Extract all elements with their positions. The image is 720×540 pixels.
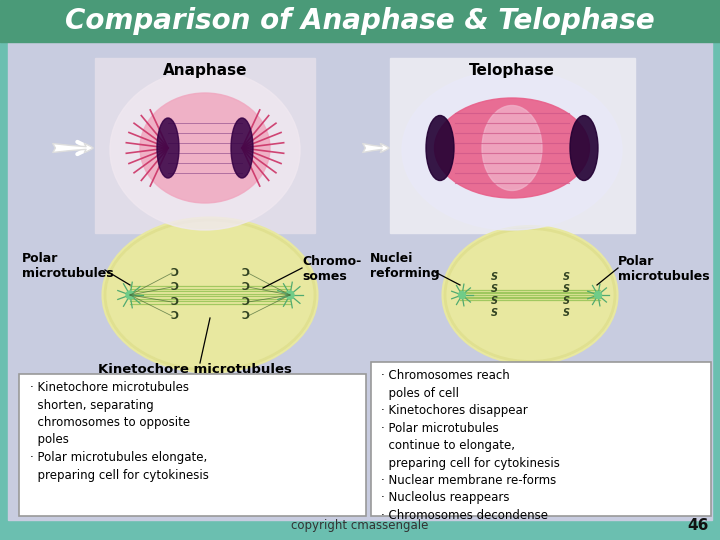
Text: Anaphase: Anaphase (163, 63, 247, 78)
Text: Ɔ: Ɔ (242, 282, 250, 292)
Text: S: S (562, 272, 570, 282)
Text: Telophase: Telophase (469, 63, 555, 78)
Text: Polar
microtubules: Polar microtubules (22, 252, 114, 280)
Ellipse shape (157, 118, 179, 178)
Text: S: S (562, 308, 570, 318)
Bar (0, 0, 720, 42)
Text: Ɔ: Ɔ (242, 268, 250, 278)
Text: Nuclei
reforming: Nuclei reforming (370, 252, 440, 280)
Ellipse shape (126, 291, 134, 299)
Text: S: S (562, 296, 570, 306)
Text: S: S (490, 296, 498, 306)
Ellipse shape (140, 93, 270, 203)
Ellipse shape (443, 226, 618, 364)
Text: Ɔ: Ɔ (242, 297, 250, 307)
Ellipse shape (426, 116, 454, 180)
Text: Kinetochore microtubules: Kinetochore microtubules (98, 363, 292, 376)
FancyBboxPatch shape (371, 362, 711, 516)
Text: · Kinetochore microtubules
  shorten, separating
  chromosomes to opposite
  pol: · Kinetochore microtubules shorten, sepa… (30, 381, 209, 482)
Ellipse shape (595, 292, 601, 299)
Ellipse shape (434, 98, 590, 198)
Text: copyright cmassengale: copyright cmassengale (292, 519, 428, 532)
Bar (390, 58, 635, 233)
Bar (8, 42, 712, 520)
Ellipse shape (231, 118, 253, 178)
Text: S: S (490, 308, 498, 318)
Text: · Chromosomes reach
  poles of cell
· Kinetochores disappear
· Polar microtubule: · Chromosomes reach poles of cell · Kine… (381, 369, 560, 522)
Ellipse shape (102, 218, 318, 373)
Text: Comparison of Anaphase & Telophase: Comparison of Anaphase & Telophase (65, 7, 655, 35)
Text: 46: 46 (688, 518, 708, 534)
Bar (95, 58, 315, 233)
Ellipse shape (482, 105, 542, 191)
Text: Ɔ: Ɔ (171, 282, 179, 292)
Text: Polar
microtubules: Polar microtubules (618, 255, 710, 283)
Text: Chromo-
somes: Chromo- somes (302, 255, 361, 283)
Ellipse shape (570, 116, 598, 180)
Ellipse shape (459, 292, 466, 299)
Text: Ɔ: Ɔ (171, 297, 179, 307)
Ellipse shape (110, 70, 300, 230)
Text: Ɔ: Ɔ (171, 268, 179, 278)
Text: S: S (490, 272, 498, 282)
Text: S: S (490, 284, 498, 294)
Ellipse shape (286, 291, 294, 299)
Text: S: S (562, 284, 570, 294)
Ellipse shape (402, 70, 622, 230)
Text: Ɔ: Ɔ (171, 311, 179, 321)
FancyBboxPatch shape (19, 374, 366, 516)
Text: Ɔ: Ɔ (242, 311, 250, 321)
